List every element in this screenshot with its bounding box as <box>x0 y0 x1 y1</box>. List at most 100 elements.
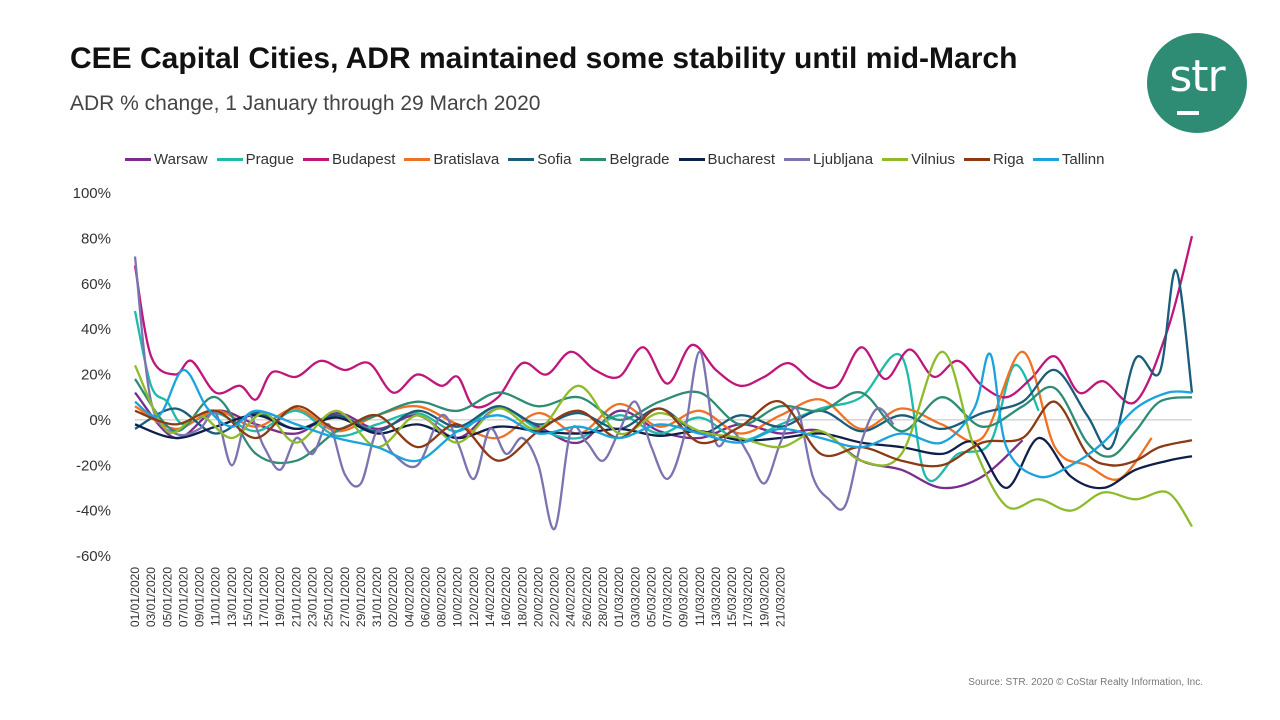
x-tick-label: 03/01/2020 <box>144 567 158 627</box>
legend-item-prague: Prague <box>216 149 294 169</box>
x-tick-label: 09/03/2020 <box>677 567 691 627</box>
x-tick-label: 27/01/2020 <box>338 567 352 627</box>
x-tick-label: 04/02/2020 <box>402 567 416 627</box>
series-line-belgrade <box>134 378 1193 465</box>
legend-item-budapest: Budapest <box>303 149 395 169</box>
legend-item-sofia: Sofia <box>508 149 571 169</box>
legend-item-riga: Riga <box>964 149 1024 169</box>
legend-label: Warsaw <box>154 150 208 168</box>
legend-swatch <box>678 157 705 161</box>
legend-swatch <box>404 157 431 161</box>
y-tick-label: 60% <box>81 276 111 293</box>
x-tick-label: 29/01/2020 <box>354 567 368 627</box>
x-tick-label: 19/03/2020 <box>757 567 771 627</box>
series-line-vilnius <box>133 350 1193 528</box>
x-tick-label: 05/03/2020 <box>644 567 658 627</box>
y-tick-label: 20% <box>81 367 111 384</box>
x-tick-label: 02/02/2020 <box>386 567 400 627</box>
x-tick-label: 21/03/2020 <box>773 567 787 627</box>
legend-label: Budapest <box>332 150 396 168</box>
legend-swatch <box>964 157 991 161</box>
y-tick-label: -40% <box>76 503 111 520</box>
legend-label: Bratislava <box>433 150 500 168</box>
str-logo-underline <box>1177 111 1199 115</box>
y-tick-label: 80% <box>81 230 111 247</box>
x-tick-label: 22/02/2020 <box>548 567 562 627</box>
x-tick-label: 03/03/2020 <box>628 567 642 627</box>
series-line-budapest <box>133 235 1194 409</box>
legend-label: Sofia <box>537 150 572 168</box>
x-tick-label: 11/03/2020 <box>693 567 707 626</box>
y-tick-label: 0% <box>89 412 111 429</box>
x-tick-label: 10/02/2020 <box>451 567 465 627</box>
legend-label: Riga <box>993 150 1024 168</box>
legend-label: Bucharest <box>707 150 776 168</box>
chart-title: CEE Capital Cities, ADR maintained some … <box>70 42 1018 75</box>
x-tick-label: 01/03/2020 <box>612 567 626 627</box>
x-tick-label: 12/02/2020 <box>467 567 481 627</box>
legend-item-bucharest: Bucharest <box>678 149 776 169</box>
legend-item-belgrade: Belgrade <box>580 149 670 169</box>
legend-item-bratislava: Bratislava <box>404 149 499 169</box>
x-tick-label: 20/02/2020 <box>531 567 545 627</box>
x-tick-label: 01/01/2020 <box>128 567 142 627</box>
x-tick-label: 25/01/2020 <box>322 567 336 627</box>
x-tick-label: 17/01/2020 <box>257 567 271 627</box>
legend-swatch <box>508 157 535 161</box>
y-tick-label: -20% <box>76 457 111 474</box>
legend-swatch <box>303 157 329 161</box>
legend-swatch <box>1032 157 1059 161</box>
x-tick-label: 17/03/2020 <box>741 567 755 627</box>
legend-swatch <box>580 157 607 161</box>
y-tick-label: 40% <box>81 321 111 338</box>
x-tick-label: 16/02/2020 <box>499 567 513 627</box>
x-tick-label: 11/01/2020 <box>209 567 223 626</box>
legend-item-vilnius: Vilnius <box>882 149 955 169</box>
series-line-ljubljana <box>133 256 895 530</box>
x-tick-label: 15/03/2020 <box>725 567 739 627</box>
str-logo-text: str <box>1169 51 1225 102</box>
x-tick-label: 28/02/2020 <box>596 567 610 627</box>
legend-swatch <box>882 157 909 161</box>
x-tick-label: 13/01/2020 <box>225 567 239 627</box>
series-line-sofia <box>134 268 1194 451</box>
legend-item-warsaw: Warsaw <box>125 149 208 169</box>
legend-swatch <box>216 157 243 161</box>
y-tick-label: -60% <box>76 548 111 565</box>
x-tick-label: 09/01/2020 <box>193 567 207 627</box>
legend-swatch <box>784 157 811 161</box>
chart-subtitle: ADR % change, 1 January through 29 March… <box>70 92 541 115</box>
x-tick-label: 24/02/2020 <box>564 567 578 627</box>
x-tick-label: 19/01/2020 <box>273 567 287 627</box>
x-tick-label: 15/01/2020 <box>241 567 255 627</box>
series-line-tallinn <box>134 352 1193 479</box>
series-line-riga <box>134 400 1193 468</box>
legend-label: Prague <box>245 150 294 168</box>
x-tick-label: 06/02/2020 <box>418 567 432 627</box>
x-tick-label: 31/01/2020 <box>370 567 384 627</box>
x-tick-label: 26/02/2020 <box>580 567 594 627</box>
legend-label: Ljubljana <box>813 150 874 168</box>
legend-item-ljubljana: Ljubljana <box>784 149 873 169</box>
legend-label: Belgrade <box>609 150 670 168</box>
x-tick-label: 14/02/2020 <box>483 567 497 627</box>
legend-swatch <box>125 157 151 161</box>
legend-label: Tallinn <box>1061 150 1105 168</box>
series-line-prague <box>133 310 1040 483</box>
x-tick-label: 23/01/2020 <box>306 567 320 627</box>
chart-legend: Warsaw Prague Budapest Bratislava Sofia Belgr… <box>125 149 1113 169</box>
source-note: Source: STR. 2020 © CoStar Realty Inform… <box>968 677 1203 688</box>
legend-label: Vilnius <box>911 150 956 168</box>
x-tick-label: 05/01/2020 <box>160 567 174 627</box>
x-tick-label: 21/01/2020 <box>289 567 303 627</box>
x-tick-label: 13/03/2020 <box>709 567 723 627</box>
x-tick-label: 07/01/2020 <box>176 567 190 627</box>
x-tick-label: 07/03/2020 <box>661 567 675 627</box>
legend-item-tallinn: Tallinn <box>1032 149 1105 169</box>
y-tick-label: 100% <box>73 185 111 202</box>
series-line-warsaw <box>134 391 1024 490</box>
str-logo: str <box>1147 33 1247 133</box>
x-tick-label: 08/02/2020 <box>435 567 449 627</box>
x-tick-label: 18/02/2020 <box>515 567 529 627</box>
